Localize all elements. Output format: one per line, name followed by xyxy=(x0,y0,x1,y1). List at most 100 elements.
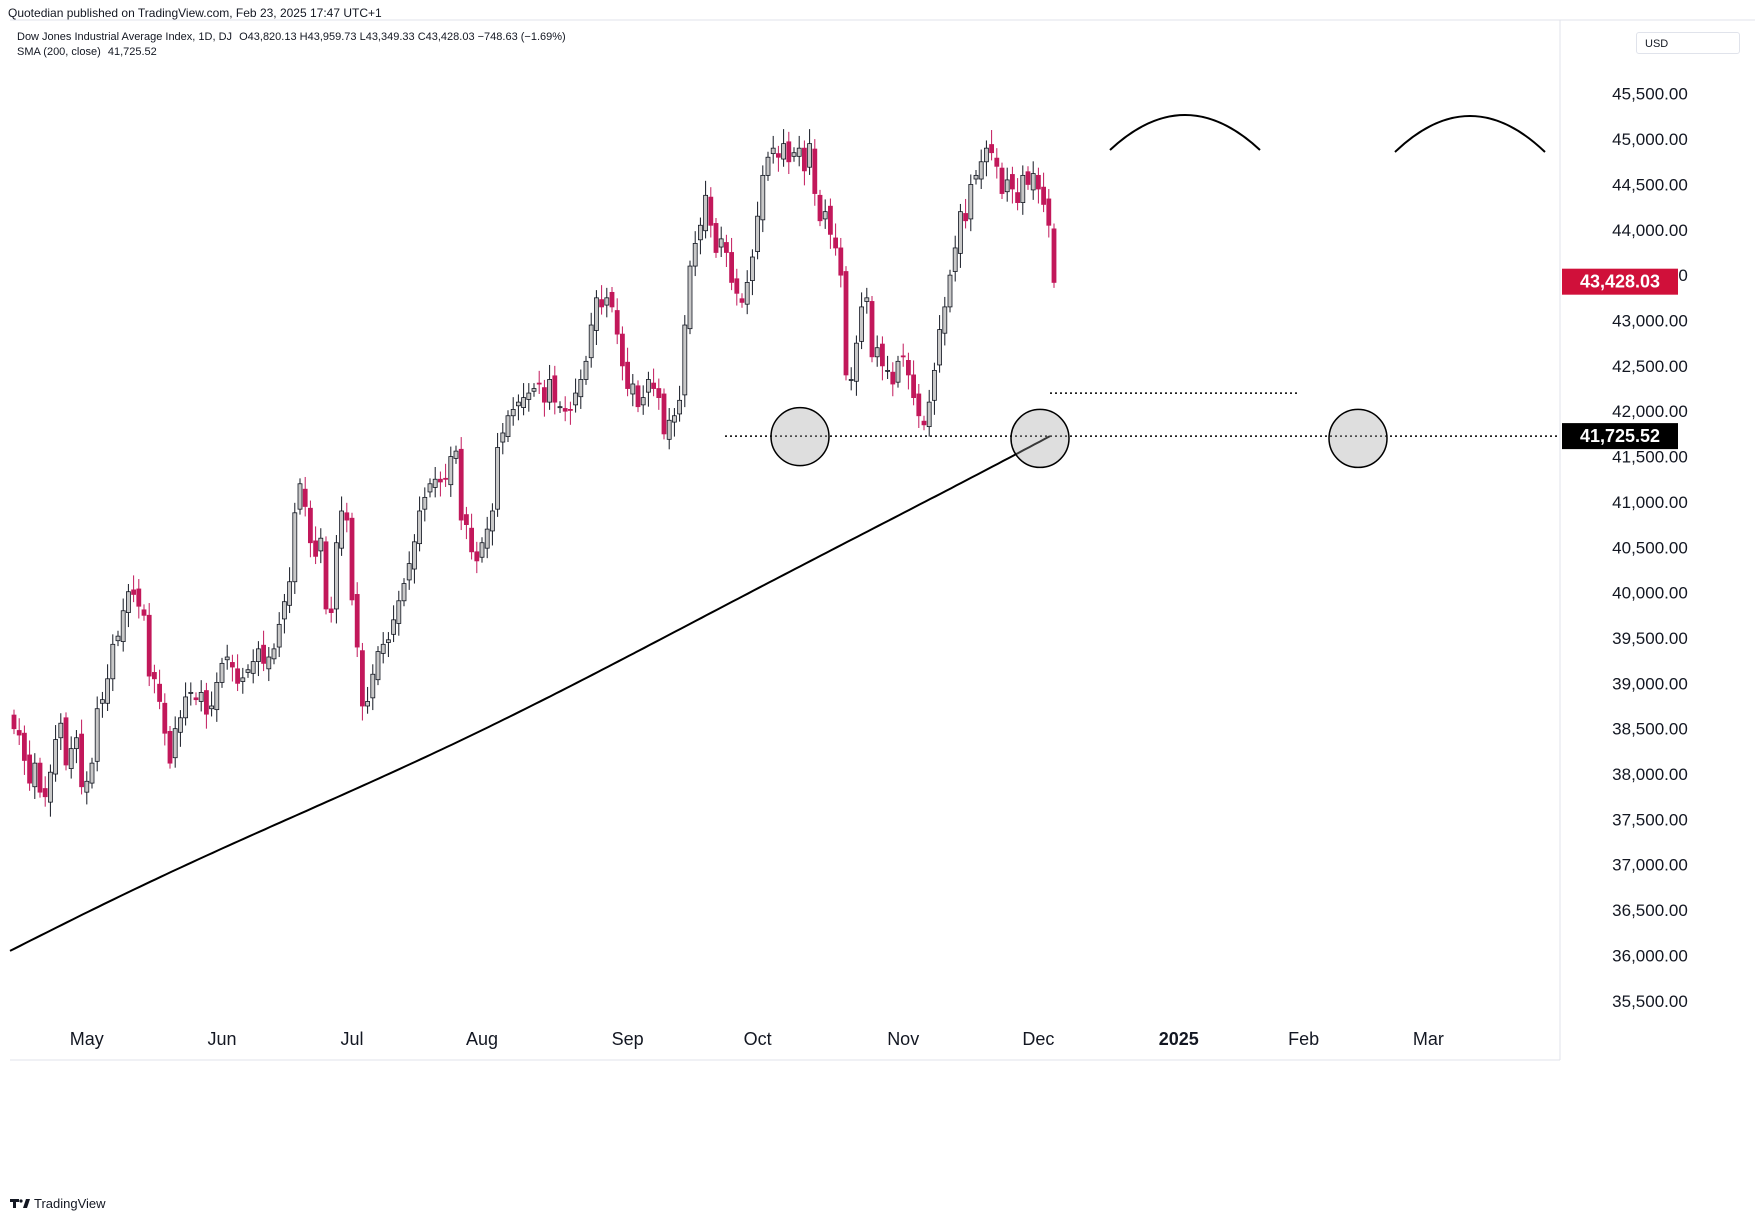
candle-body xyxy=(568,408,573,411)
currency-selector[interactable]: USD xyxy=(1636,32,1740,54)
candle-body xyxy=(406,563,412,581)
candle-body xyxy=(989,144,994,154)
candle-body xyxy=(105,678,110,704)
candle-body xyxy=(890,371,896,385)
x-tick-label: Jun xyxy=(207,1029,236,1049)
legend-sma-value: 41,725.52 xyxy=(107,46,157,58)
candle-body xyxy=(765,156,771,176)
candle-body xyxy=(724,242,729,253)
candle-body xyxy=(448,456,454,486)
y-tick-label: 35,500.00 xyxy=(1612,992,1688,1011)
candle-body xyxy=(854,342,859,382)
candle-body xyxy=(937,329,942,366)
candle-body xyxy=(474,551,480,562)
candle-body xyxy=(32,762,38,788)
candle-body xyxy=(1015,192,1020,203)
x-tick-label: 2025 xyxy=(1159,1029,1199,1049)
candle-body xyxy=(807,143,812,168)
support-touch-circle xyxy=(770,406,830,467)
candle-body xyxy=(313,540,319,557)
candle-body xyxy=(999,167,1005,194)
candle-body xyxy=(380,643,386,654)
x-tick-label: Jul xyxy=(340,1029,363,1049)
y-tick-label: 44,500.00 xyxy=(1612,175,1688,194)
y-tick-label: 37,500.00 xyxy=(1612,810,1688,829)
candle-body xyxy=(396,600,402,624)
candle-body xyxy=(58,722,64,739)
candle-body xyxy=(385,639,391,643)
candle-body xyxy=(89,762,95,784)
candle-body xyxy=(146,614,152,677)
candle-body xyxy=(209,705,215,710)
candle-body xyxy=(874,347,880,358)
candle-body xyxy=(947,274,953,308)
candle-body xyxy=(786,141,792,163)
candle-body xyxy=(822,211,828,220)
candle-body xyxy=(500,432,506,443)
candle-body xyxy=(1030,173,1036,191)
candle-body xyxy=(94,708,100,762)
top-arc-left xyxy=(1109,114,1261,151)
candle-body xyxy=(401,583,407,602)
candle-body xyxy=(817,194,823,222)
candle-body xyxy=(339,510,345,549)
y-tick-label: 39,000.00 xyxy=(1612,674,1688,693)
sma-value-badge xyxy=(1562,423,1678,450)
candle-body xyxy=(484,528,490,549)
candle-body xyxy=(656,388,662,399)
x-tick-label: Sep xyxy=(612,1029,644,1049)
support-touch-circle xyxy=(1010,408,1070,469)
candle-body xyxy=(666,419,672,440)
candle-body xyxy=(692,243,698,267)
candle-body xyxy=(203,690,209,715)
candle-body xyxy=(229,662,235,668)
y-tick-label: 42,000.00 xyxy=(1612,402,1688,421)
candle-body xyxy=(271,648,277,660)
candle-body xyxy=(115,635,121,642)
candle-body xyxy=(906,360,911,376)
candle-body xyxy=(432,478,438,488)
candle-body xyxy=(734,278,740,294)
candle-body xyxy=(776,153,781,158)
candle-body xyxy=(760,174,766,221)
candle-body xyxy=(479,542,485,558)
candle-body xyxy=(916,393,922,417)
candle-body xyxy=(79,733,84,788)
candle-body xyxy=(84,780,90,793)
candle-body xyxy=(864,297,870,302)
candle-body xyxy=(359,650,365,707)
candle-body xyxy=(281,601,287,620)
candle-body xyxy=(489,510,495,532)
x-tick-label: Dec xyxy=(1022,1029,1054,1049)
candle-body xyxy=(911,374,916,399)
candle-body xyxy=(375,651,381,681)
candle-body xyxy=(708,196,714,226)
y-tick-label: 38,500.00 xyxy=(1612,720,1688,739)
candle-body xyxy=(952,247,958,272)
candle-body xyxy=(505,415,511,438)
candle-body xyxy=(463,514,469,525)
candle-body xyxy=(516,401,521,407)
tradingview-brand[interactable]: TradingView xyxy=(10,1196,106,1211)
candle-body xyxy=(526,392,532,400)
candle-body xyxy=(458,448,464,521)
tradingview-logo-icon xyxy=(10,1199,30,1208)
candle-body xyxy=(1051,228,1057,283)
candle-body xyxy=(261,644,267,664)
candle-body xyxy=(198,691,204,702)
candle-body xyxy=(750,256,755,281)
candle-body xyxy=(162,702,168,734)
candle-body xyxy=(110,643,116,680)
x-tick-label: Aug xyxy=(466,1029,498,1049)
candle-body xyxy=(620,333,625,367)
candle-body xyxy=(365,701,371,707)
candle-body xyxy=(781,143,786,160)
candle-body xyxy=(895,360,901,383)
candle-body xyxy=(588,324,594,359)
candle-body xyxy=(672,415,677,423)
candle-body xyxy=(677,399,682,415)
candle-body xyxy=(297,483,303,510)
legend-ohlc: O43,820.13 H43,959.73 L43,349.33 C43,428… xyxy=(239,31,566,43)
candle-body xyxy=(802,147,807,172)
